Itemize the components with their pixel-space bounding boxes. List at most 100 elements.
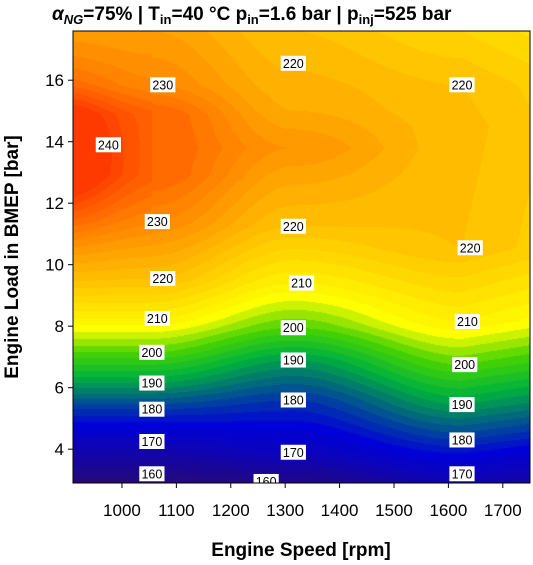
x-tick-label: 1000 — [103, 501, 141, 520]
contour-label: 190 — [449, 397, 475, 413]
contour-label-background — [280, 392, 306, 408]
x-axis-label: Engine Speed [rpm] — [211, 540, 390, 561]
contour-label-text: 200 — [283, 321, 304, 335]
x-axis-ticks: 1000 1100 1200 1300 1400 1500 1600 1700 — [103, 483, 522, 520]
contour-label-text: 220 — [283, 220, 304, 234]
contour-label: 200 — [139, 344, 165, 360]
contour-label: 160 — [139, 466, 165, 482]
contour-label: 170 — [280, 444, 306, 460]
contour-label-text: 210 — [457, 315, 478, 329]
x-tick-label: 1200 — [212, 501, 250, 520]
y-tick-label: 12 — [45, 194, 64, 213]
contour-label-text: 180 — [452, 433, 473, 447]
contour-label-text: 220 — [152, 272, 173, 286]
title-alpha: α — [52, 4, 65, 25]
contour-label: 190 — [139, 375, 165, 391]
y-axis-label: Engine Load in BMEP [bar] — [2, 135, 23, 379]
contour-label-background — [144, 214, 170, 230]
x-tick-label: 1500 — [375, 501, 413, 520]
contour-label-text: 230 — [147, 215, 168, 229]
contour-label: 200 — [280, 320, 306, 336]
title-alpha-value: =75% | T — [83, 4, 160, 25]
contour-label-text: 170 — [141, 435, 162, 449]
y-tick-label: 14 — [45, 133, 64, 152]
contour-label: 240 — [95, 137, 121, 153]
x-tick-label: 1700 — [484, 501, 522, 520]
contour-label-background — [150, 271, 176, 287]
contour-label-background — [449, 397, 475, 413]
contour-label-text: 220 — [283, 57, 304, 71]
title-t-value: =40 °C p — [171, 4, 247, 25]
contour-label-text: 180 — [141, 403, 162, 417]
contour-label-text: 220 — [460, 241, 481, 255]
x-tick-label: 1400 — [321, 501, 359, 520]
contour-label-background — [95, 137, 121, 153]
x-tick-label: 1300 — [266, 501, 304, 520]
contour-label: 210 — [454, 314, 481, 330]
contour-label-background — [449, 77, 475, 93]
contour-label-text: 190 — [141, 377, 162, 391]
y-axis-ticks: 4 6 8 10 12 14 16 — [45, 71, 73, 459]
contour-label: 220 — [457, 240, 483, 256]
contour-label: 200 — [452, 357, 478, 373]
contour-label-text: 190 — [452, 398, 473, 412]
title-alpha-sub: NG — [64, 12, 84, 27]
contour-label-background — [280, 352, 306, 368]
contour-label-text: 200 — [141, 346, 162, 360]
contour-label: 220 — [280, 55, 306, 71]
contour-label: 160 — [253, 473, 279, 483]
title-inj-value: =525 bar — [374, 4, 452, 25]
y-tick-label: 10 — [45, 256, 64, 275]
contour-label-text: 210 — [147, 312, 168, 326]
contour-label-background — [449, 466, 475, 482]
contour-label-background — [452, 357, 478, 373]
contour-label-background — [139, 375, 165, 391]
contour-label: 220 — [449, 77, 475, 93]
contour-label: 220 — [280, 218, 306, 234]
contour-label-background — [253, 473, 279, 483]
contour-label: 190 — [280, 352, 306, 368]
contour-label-background — [139, 433, 165, 449]
contour-label-text: 170 — [283, 446, 304, 460]
contour-label-background — [280, 55, 306, 71]
contour-label: 220 — [150, 271, 176, 287]
contour-label-background — [150, 77, 176, 93]
contour-label-text: 220 — [452, 78, 473, 92]
title-t-sub: in — [160, 12, 172, 27]
contour-label-background — [139, 344, 165, 360]
contour-label: 170 — [139, 433, 165, 449]
contour-label-background — [280, 218, 306, 234]
contour-label-text: 200 — [454, 358, 475, 372]
y-tick-label: 4 — [55, 440, 64, 459]
y-tick-label: 6 — [55, 379, 64, 398]
contour-label-background — [139, 466, 165, 482]
x-tick-label: 1100 — [158, 501, 195, 520]
contour-label-text: 180 — [283, 393, 304, 407]
contour-label-background — [454, 314, 481, 330]
contour-label-background — [144, 310, 170, 326]
contour-label-text: 210 — [291, 277, 312, 291]
title-inj-sub: inj — [359, 12, 374, 27]
contour-label-background — [280, 444, 306, 460]
contour-label: 170 — [449, 466, 475, 482]
title-p-value: =1.6 bar | p — [259, 4, 359, 25]
chart-title: αNG=75% | Tin=40 °C pin=1.6 bar | pinj=5… — [52, 4, 452, 27]
y-tick-label: 16 — [45, 71, 64, 90]
contour-label-background — [457, 240, 483, 256]
title-p-sub: in — [247, 12, 259, 27]
contour-label-background — [288, 275, 315, 291]
contour-label: 210 — [144, 310, 170, 326]
contour-label-text: 160 — [141, 467, 162, 481]
contour-label-background — [139, 401, 165, 417]
y-tick-label: 8 — [55, 317, 64, 336]
contour-label: 230 — [144, 214, 170, 230]
contour-label-text: 230 — [152, 78, 173, 92]
contour-label: 180 — [139, 401, 165, 417]
contour-label-text: 170 — [452, 467, 473, 481]
contour-label: 180 — [280, 392, 306, 408]
contour-label-background — [449, 432, 475, 448]
contour-label-background — [280, 320, 306, 336]
contour-label: 180 — [449, 432, 475, 448]
contour-label-text: 240 — [98, 138, 119, 152]
